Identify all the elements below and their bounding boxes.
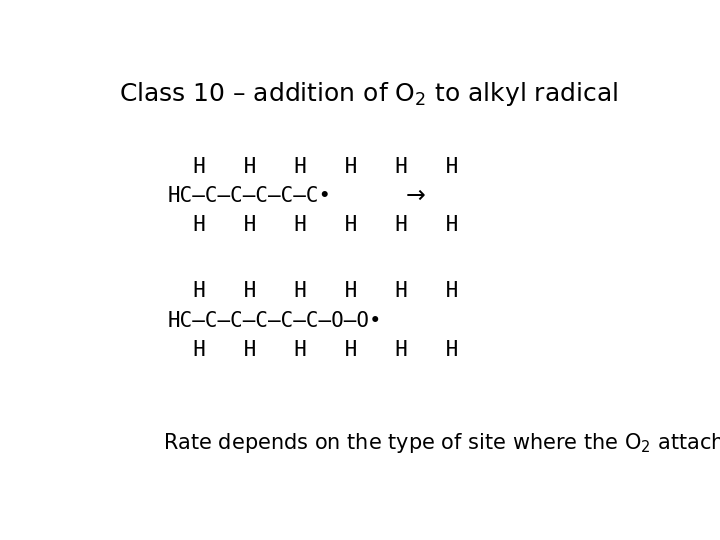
Text: H   H   H   H   H   H: H H H H H H [168, 215, 459, 235]
Text: H   H   H   H   H   H: H H H H H H [168, 340, 459, 360]
Text: Rate depends on the type of site where the O$_2$ attaches: Rate depends on the type of site where t… [163, 431, 720, 455]
Text: HC–C–C–C–C–C•: HC–C–C–C–C–C• [168, 186, 332, 206]
Text: Class 10 – addition of O$_2$ to alkyl radical: Class 10 – addition of O$_2$ to alkyl ra… [120, 80, 618, 108]
Text: H   H   H   H   H   H: H H H H H H [168, 281, 459, 301]
Text: HC–C–C–C–C–C–O–O•: HC–C–C–C–C–C–O–O• [168, 310, 383, 330]
Text: H   H   H   H   H   H: H H H H H H [168, 157, 459, 177]
Text: →: → [405, 184, 425, 208]
